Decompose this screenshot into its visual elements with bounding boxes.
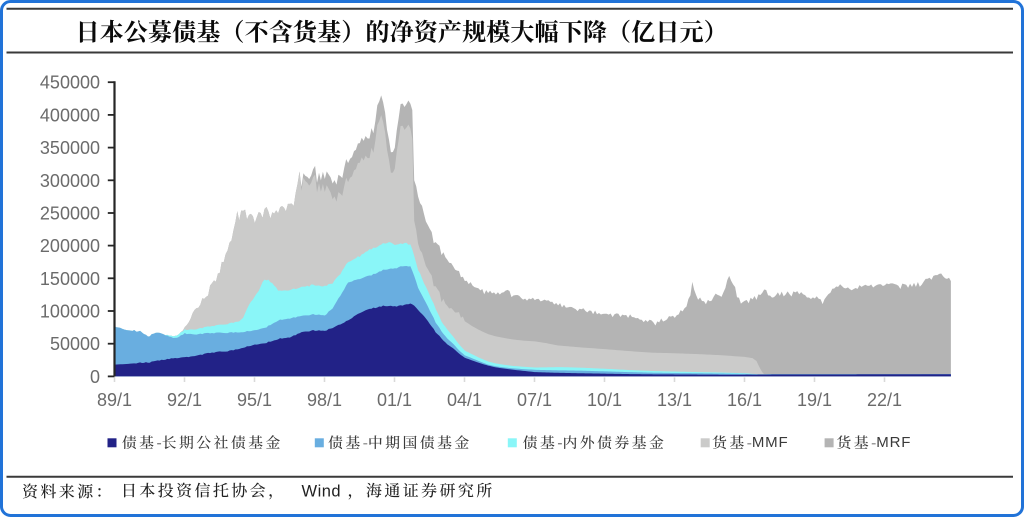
svg-text:95/1: 95/1 xyxy=(237,390,272,410)
svg-text:350000: 350000 xyxy=(40,138,100,158)
svg-text:150000: 150000 xyxy=(40,269,100,289)
svg-text:22/1: 22/1 xyxy=(867,390,902,410)
svg-text:Wind: Wind xyxy=(302,483,342,501)
svg-text:50000: 50000 xyxy=(50,334,100,354)
svg-text:300000: 300000 xyxy=(40,171,100,191)
svg-text:89/1: 89/1 xyxy=(97,390,132,410)
svg-text:10/1: 10/1 xyxy=(587,390,622,410)
svg-text:01/1: 01/1 xyxy=(377,390,412,410)
svg-text:MRF: MRF xyxy=(876,434,911,451)
svg-text:98/1: 98/1 xyxy=(307,390,342,410)
svg-text:400000: 400000 xyxy=(40,105,100,125)
svg-text:MMF: MMF xyxy=(752,434,789,451)
svg-text:0: 0 xyxy=(90,367,100,387)
svg-text:200000: 200000 xyxy=(40,236,100,256)
svg-text:250000: 250000 xyxy=(40,204,100,224)
svg-text:19/1: 19/1 xyxy=(797,390,832,410)
svg-text:13/1: 13/1 xyxy=(657,390,692,410)
svg-text:92/1: 92/1 xyxy=(167,390,202,410)
svg-text:16/1: 16/1 xyxy=(727,390,762,410)
svg-text:04/1: 04/1 xyxy=(447,390,482,410)
svg-text:07/1: 07/1 xyxy=(517,390,552,410)
svg-text:100000: 100000 xyxy=(40,302,100,322)
svg-text:450000: 450000 xyxy=(40,73,100,93)
